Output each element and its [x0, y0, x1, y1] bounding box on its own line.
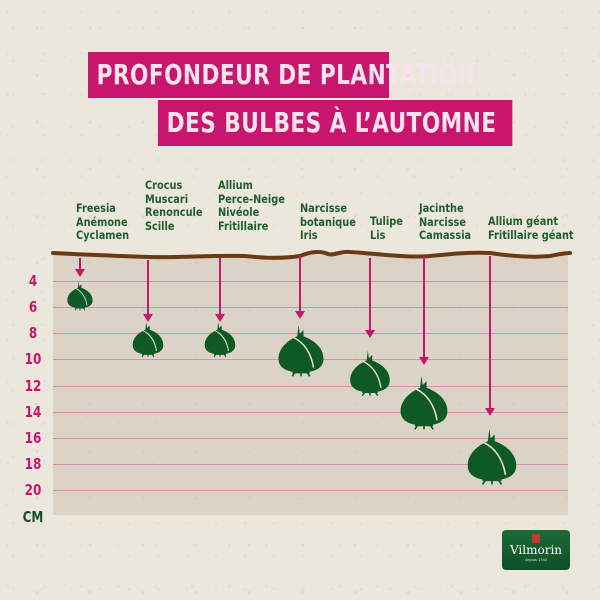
- category-label-group-4: Narcisse botanique Iris: [300, 201, 356, 243]
- category-label-group-7: Allium géant Fritillaire géant: [488, 214, 574, 242]
- label-line: Lis: [370, 227, 386, 242]
- label-line: Crocus: [145, 178, 183, 192]
- gridline-4: [53, 281, 568, 282]
- label-line: Renoncule: [145, 205, 203, 219]
- gridline-6: [53, 307, 568, 308]
- depth-arrow-4: [295, 256, 305, 319]
- vilmorin-logo: Vilmorin depuis 1743: [502, 530, 570, 570]
- soil-surface-line: [51, 249, 572, 260]
- label-line: Fritillaire: [218, 218, 269, 233]
- logo-tagline: depuis 1743: [525, 557, 547, 562]
- bulb-icon-7: [465, 424, 519, 488]
- depth-arrow-7: [485, 256, 495, 416]
- label-line: Narcisse: [300, 201, 348, 215]
- gridline-8: [53, 333, 568, 334]
- gridline-20: [53, 490, 568, 491]
- category-label-group-3: Allium Perce-Neige Nivéole Fritillaire: [218, 178, 285, 233]
- category-label-group-6: Jacinthe Narcisse Camassia: [419, 201, 472, 243]
- label-line: Allium: [218, 178, 253, 192]
- y-tick-6: 6: [28, 298, 38, 316]
- bulb-icon-1: [66, 280, 94, 311]
- gridline-14: [53, 412, 568, 413]
- label-line: Jacinthe: [419, 201, 464, 215]
- bulb-icon-5: [348, 348, 392, 397]
- label-line: Scille: [145, 218, 175, 233]
- y-tick-20: 20: [24, 481, 42, 499]
- title-line-1: PROFONDEUR DE PLANTATION: [88, 52, 475, 98]
- y-tick-12: 12: [24, 377, 42, 395]
- label-line: Anémone: [76, 214, 128, 229]
- gridline-16: [53, 438, 568, 439]
- y-tick-4: 4: [28, 272, 38, 290]
- gridline-18: [53, 464, 568, 465]
- label-line: Tulipe: [370, 214, 403, 228]
- depth-arrow-3: [215, 258, 225, 322]
- label-line: Iris: [300, 228, 318, 242]
- label-line: Cyclamen: [76, 228, 130, 242]
- category-label-group-2: Crocus Muscari Renoncule Scille: [145, 178, 203, 233]
- y-tick-16: 16: [24, 429, 42, 447]
- bulb-icon-4: [276, 322, 326, 378]
- y-tick-14: 14: [24, 403, 42, 421]
- depth-arrow-6: [419, 256, 429, 365]
- label-line: Perce-Neige: [218, 191, 285, 206]
- depth-arrow-5: [365, 258, 375, 338]
- y-tick-18: 18: [24, 455, 42, 473]
- y-tick-10: 10: [24, 350, 42, 368]
- label-line: Camassia: [419, 228, 472, 242]
- label-line: Allium géant: [488, 214, 559, 228]
- bulb-icon-6: [398, 372, 450, 432]
- category-label-group-1: Freesia Anémone Cyclamen: [76, 201, 130, 243]
- bulb-icon-2: [131, 320, 165, 358]
- depth-arrow-2: [143, 260, 153, 322]
- crest-icon: [532, 534, 540, 543]
- label-line: Narcisse: [419, 214, 467, 229]
- label-line: Muscari: [145, 191, 189, 206]
- category-label-group-5: Tulipe Lis: [370, 214, 403, 242]
- depth-arrow-1: [75, 258, 85, 277]
- label-line: Fritillaire géant: [488, 227, 574, 242]
- bulb-icon-3: [203, 320, 237, 358]
- label-line: Freesia: [76, 201, 116, 215]
- y-axis-unit: CM: [22, 508, 44, 526]
- gridline-12: [53, 386, 568, 387]
- label-line: botanique: [300, 214, 356, 229]
- title-line-2: DES BULBES À L’AUTOMNE: [158, 100, 513, 146]
- logo-name: Vilmorin: [509, 543, 563, 557]
- y-tick-8: 8: [28, 324, 38, 342]
- label-line: Nivéole: [218, 205, 260, 219]
